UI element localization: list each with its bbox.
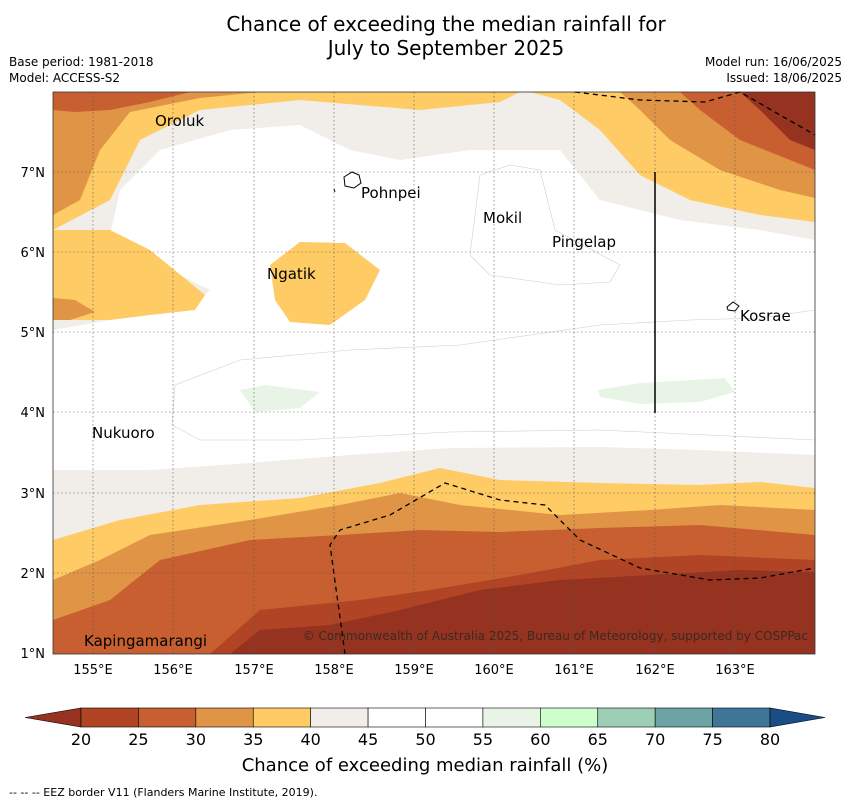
model-run: Model run: 16/06/2025	[704, 55, 842, 69]
plot-frame	[52, 91, 816, 655]
colorbar-tick-label: 65	[587, 730, 608, 749]
colorbar-label: Chance of exceeding median rainfall (%)	[241, 755, 609, 776]
lon-161: 161°E	[554, 663, 594, 678]
lon-163: 163°E	[715, 663, 755, 678]
place-pohnpei: Pohnpei	[361, 184, 421, 202]
title-line-2: July to September 2025	[327, 36, 565, 60]
lon-155: 155°E	[73, 663, 113, 678]
colorbar-segment	[367, 707, 426, 728]
colorbar-tick-label: 80	[759, 730, 781, 749]
colorbar-tick-label: 25	[128, 730, 149, 749]
colorbar-tick-label: 30	[185, 730, 207, 749]
band-45-55-middle	[53, 300, 815, 470]
colorbar-tick-label: 75	[702, 730, 723, 749]
colorbar-segment	[80, 707, 139, 728]
ngatik-blob-35-40	[270, 242, 380, 325]
colorbar-tick-label: 40	[300, 730, 321, 749]
band-45-55	[53, 125, 815, 382]
west-patch-30-35	[53, 298, 95, 320]
colorbar-segment	[597, 707, 656, 728]
band-20-25-north-east	[740, 92, 815, 150]
band-30-35-north-west	[53, 92, 260, 215]
islands	[333, 171, 740, 312]
band-35-40-north-east	[53, 92, 815, 222]
colorbar-segment	[310, 707, 369, 728]
pohnpei-island	[343, 171, 362, 189]
colorbar-segment	[712, 707, 771, 728]
base-period: Base period: 1981-2018	[9, 55, 154, 69]
colorbar-tick-label: 55	[472, 730, 494, 749]
colorbar-segment	[252, 707, 311, 728]
lon-158: 158°E	[314, 663, 354, 678]
title-line-1: Chance of exceeding the median rainfall …	[226, 12, 666, 36]
lon-159: 159°E	[394, 663, 434, 678]
colorbar-tick-label: 70	[644, 730, 666, 749]
colorbar-tick-label: 45	[357, 730, 379, 749]
colorbar-segment	[425, 707, 484, 728]
eez-footnote: -- -- -- EEZ border V11 (Flanders Marine…	[9, 786, 318, 799]
colorbar-tick-label: 60	[530, 730, 551, 749]
lat-5: 5°N	[21, 326, 46, 341]
colorbar-segment	[654, 707, 713, 728]
place-labels: Oroluk Pohnpei Mokil Pingelap Ngatik Kos…	[84, 112, 791, 650]
place-kapingamarangi: Kapingamarangi	[84, 632, 207, 650]
kosrae-island	[726, 301, 740, 312]
band-below-20-south	[230, 570, 815, 654]
eez-borders	[329, 91, 816, 655]
lat-2: 2°N	[21, 567, 46, 582]
lon-160: 160°E	[474, 663, 514, 678]
lon-tick-labels: 155°E 156°E 157°E 158°E 159°E 160°E 161°…	[73, 663, 755, 678]
map-title: Chance of exceeding the median rainfall …	[0, 12, 850, 60]
colorbar-tick-label: 35	[243, 730, 264, 749]
patch-55-60-east	[598, 378, 735, 404]
meta-left: Base period: 1981-2018 Model: ACCESS-S2	[9, 54, 154, 86]
colorbar-segment	[482, 707, 541, 728]
lat-1: 1°N	[21, 647, 46, 662]
colorbar-segment	[540, 707, 599, 728]
colorbar-extend-low	[24, 707, 82, 728]
contour-mokil	[469, 164, 621, 286]
place-kosrae: Kosrae	[740, 307, 791, 325]
colorbar	[24, 707, 826, 728]
copyright-notice: © Commonwealth of Australia 2025, Bureau…	[303, 629, 808, 643]
lat-6: 6°N	[21, 246, 46, 261]
patch-55-60-west	[240, 385, 320, 412]
lat-7: 7°N	[21, 166, 46, 181]
issued-date: Issued: 18/06/2025	[726, 71, 842, 85]
place-oroluk: Oroluk	[155, 112, 204, 130]
place-mokil: Mokil	[483, 209, 522, 227]
west-patch-35-40	[53, 230, 205, 320]
ant-atoll	[333, 188, 336, 193]
lon-156: 156°E	[153, 663, 193, 678]
map-fill-layers	[53, 92, 815, 654]
colorbar-segment	[195, 707, 254, 728]
model-name: Model: ACCESS-S2	[9, 71, 121, 85]
band-25-30-north-west	[53, 92, 190, 112]
place-pingelap: Pingelap	[552, 233, 616, 251]
colorbar-tick-label: 50	[415, 730, 436, 749]
colorbar-extend-high	[769, 707, 826, 728]
colorbar-tick-label: 20	[70, 730, 92, 749]
grid-lines	[53, 92, 815, 654]
lat-4: 4°N	[21, 406, 46, 421]
colorbar-segment	[138, 707, 197, 728]
lat-tick-labels: 7°N 6°N 5°N 4°N 3°N 2°N 1°N	[21, 166, 46, 662]
meta-right: Model run: 16/06/2025 Issued: 18/06/2025	[705, 54, 842, 86]
contour-middle	[171, 309, 815, 441]
lon-162: 162°E	[635, 663, 675, 678]
lon-157: 157°E	[234, 663, 274, 678]
lat-3: 3°N	[21, 487, 46, 502]
place-ngatik: Ngatik	[267, 265, 316, 283]
place-nukuoro: Nukuoro	[92, 424, 155, 442]
